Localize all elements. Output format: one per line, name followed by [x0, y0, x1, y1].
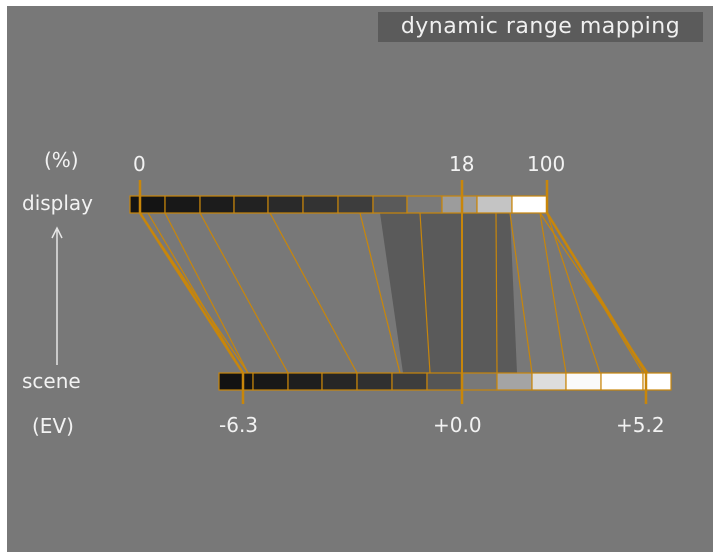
- display-bar-patch: [476, 195, 513, 214]
- display-bar-patch: [302, 195, 339, 214]
- display-bar-patch: [199, 195, 235, 214]
- scene-label: scene: [22, 369, 81, 393]
- mapping-line: [164, 212, 249, 374]
- display-tick-label-0: 0: [133, 152, 146, 176]
- display-bar-patch: [337, 195, 374, 214]
- display-tick-label-100: 100: [527, 152, 566, 176]
- display-bar-patch: [267, 195, 304, 214]
- scene-bar-patch: [287, 372, 323, 391]
- scene-bar-patch: [565, 372, 602, 391]
- graph-title: dynamic range mapping: [400, 14, 681, 39]
- mapping-line: [199, 212, 289, 374]
- scene-bar-patch: [461, 372, 498, 391]
- scene-bar-patch: [252, 372, 289, 391]
- mapping-line: [495, 212, 498, 374]
- title-background: [378, 12, 703, 42]
- scene-bar-patch: [391, 372, 428, 391]
- arrow-up-icon: [51, 226, 63, 239]
- scene-tick-label-zero: +0.0: [433, 413, 482, 437]
- display-bar-patch: [406, 195, 443, 214]
- black-point-mapping-line: [138, 212, 245, 374]
- display-unit-label: (%): [44, 148, 79, 172]
- mapping-line: [546, 212, 601, 374]
- display-bar-patch: [233, 195, 269, 214]
- scene-bar-patch: [218, 372, 244, 391]
- scene-bar-patch: [531, 372, 567, 391]
- middle-grey-band: [380, 213, 517, 373]
- scene-tick-label-min: -6.3: [219, 413, 259, 437]
- display-label: display: [22, 191, 94, 215]
- scene-bar-patch: [600, 372, 644, 391]
- scene-unit-label: (EV): [32, 414, 74, 438]
- mapping-line: [539, 212, 567, 374]
- scene-bar-patch: [242, 372, 254, 391]
- display-bar-patch: [164, 195, 201, 214]
- mapping-line: [359, 212, 401, 374]
- scene-bar-patch: [426, 372, 463, 391]
- scene-tick-label-max: +5.2: [616, 413, 665, 437]
- scene-bar-patch: [321, 372, 358, 391]
- display-bar-patch: [129, 195, 141, 214]
- white-point-mapping-line: [545, 212, 648, 374]
- mapping-line: [509, 212, 533, 374]
- display-bar-patch: [139, 195, 166, 214]
- scene-bar-patch: [496, 372, 533, 391]
- display-bar-patch: [441, 195, 478, 214]
- display-bar-patch: [511, 195, 548, 214]
- graph-panel: [7, 6, 713, 552]
- scene-bar-patch: [642, 372, 672, 391]
- display-tick-label-18: 18: [449, 152, 475, 176]
- scene-bar-patch: [356, 372, 393, 391]
- mapping-line: [419, 212, 431, 374]
- display-bar-patch: [372, 195, 408, 214]
- mapping-line: [269, 212, 358, 374]
